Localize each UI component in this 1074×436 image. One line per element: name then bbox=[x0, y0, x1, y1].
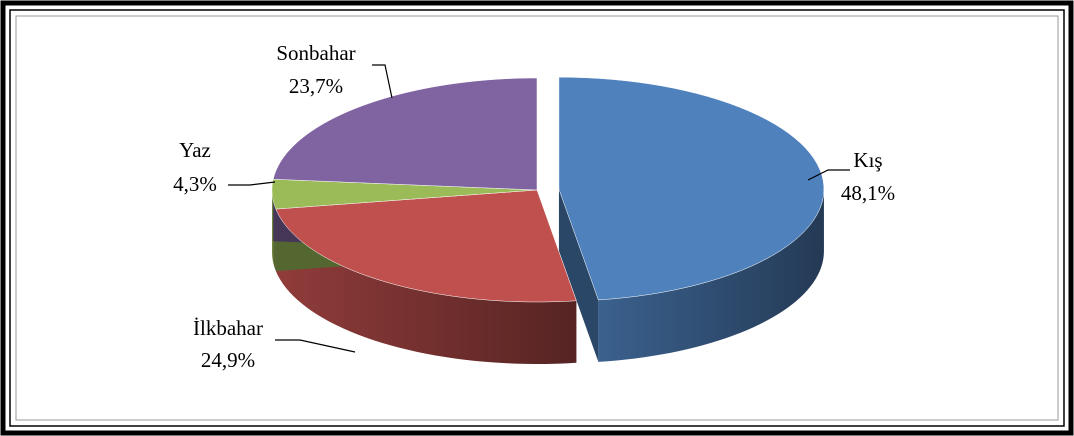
slice-value-label: 48,1% bbox=[841, 181, 895, 205]
slice-label: Kış bbox=[853, 148, 882, 172]
slice-label: Yaz bbox=[179, 138, 211, 162]
slice-label: Sonbahar bbox=[276, 41, 355, 65]
leader-line bbox=[372, 64, 393, 99]
pie bbox=[271, 76, 825, 364]
slice bbox=[558, 76, 825, 301]
slice-value-label: 4,3% bbox=[173, 172, 217, 196]
slice-side bbox=[598, 189, 824, 362]
slice-label: İlkbahar bbox=[193, 316, 263, 340]
slice bbox=[275, 189, 577, 303]
slice-cut bbox=[558, 189, 599, 362]
leader-line bbox=[275, 339, 356, 353]
leader-line bbox=[807, 169, 850, 181]
slice bbox=[271, 178, 538, 210]
slice bbox=[272, 77, 538, 191]
plot-frame bbox=[15, 15, 1059, 421]
leader-line bbox=[228, 181, 276, 186]
slice-side bbox=[275, 209, 577, 364]
slice-value-label: 24,9% bbox=[201, 348, 255, 372]
slice-value-label: 23,7% bbox=[289, 74, 343, 98]
inner-frame bbox=[9, 9, 1065, 427]
